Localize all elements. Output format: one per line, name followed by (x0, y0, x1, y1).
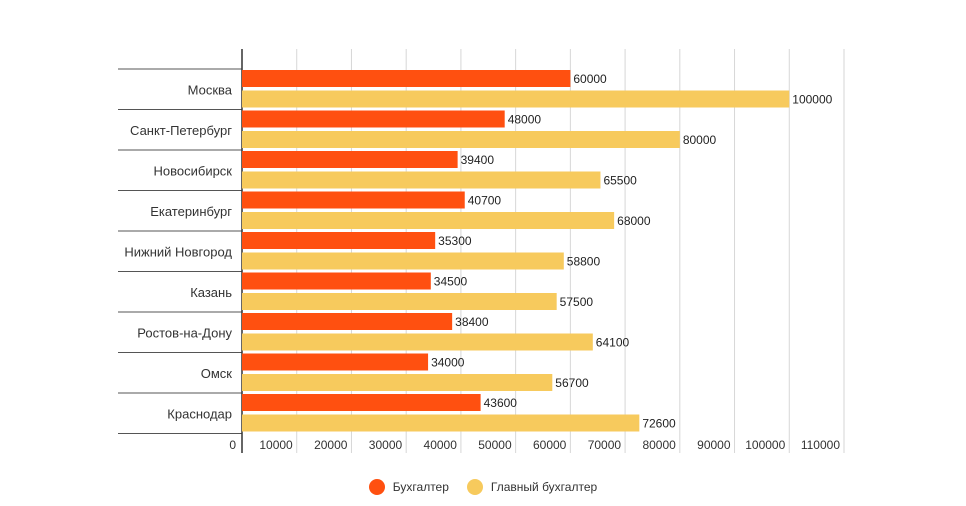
bar-chief-accountant[interactable] (242, 374, 553, 391)
data-label: 43600 (484, 396, 518, 410)
data-label: 35300 (438, 234, 472, 248)
data-label: 58800 (567, 255, 601, 269)
bar-chief-accountant[interactable] (242, 90, 790, 108)
category-label: Новосибирск (154, 163, 233, 178)
data-label: 57500 (560, 295, 594, 309)
bar-accountant[interactable] (242, 394, 481, 411)
x-tick-label: 10000 (259, 438, 293, 452)
data-label: 72600 (642, 417, 676, 431)
bar-chart: Москва60000100000Санкт-Петербург48000800… (118, 49, 845, 453)
category-label: Казань (190, 285, 232, 300)
bar-chief-accountant[interactable] (242, 212, 615, 229)
category-label: Омск (201, 366, 233, 381)
category-label: Ростов-на-Дону (137, 325, 232, 340)
bar-accountant[interactable] (242, 191, 465, 209)
x-tick-label: 0 (229, 438, 236, 452)
bar-accountant[interactable] (242, 232, 436, 249)
bar-chief-accountant[interactable] (242, 293, 557, 310)
data-label: 40700 (468, 194, 502, 208)
legend-swatch-accountant (368, 479, 385, 495)
data-label: 68000 (617, 214, 651, 228)
x-tick-label: 80000 (642, 438, 676, 452)
bar-accountant[interactable] (242, 110, 505, 128)
bar-accountant[interactable] (242, 353, 429, 371)
legend-item-accountant[interactable]: Бухгалтер (368, 479, 449, 495)
x-tick-label: 100000 (745, 438, 785, 452)
bar-chief-accountant[interactable] (242, 171, 601, 189)
legend-swatch-chief-accountant (466, 479, 483, 495)
category-label: Екатеринбург (150, 204, 232, 219)
x-tick-label: 70000 (588, 438, 622, 452)
bar-accountant[interactable] (242, 70, 571, 87)
x-tick-label: 60000 (533, 438, 567, 452)
category-label: Нижний Новгород (124, 244, 232, 259)
x-tick-label: 110000 (801, 438, 840, 452)
bar-chief-accountant[interactable] (242, 333, 593, 351)
data-label: 100000 (792, 93, 832, 107)
bar-accountant[interactable] (242, 151, 458, 168)
data-label: 34500 (434, 275, 468, 289)
legend-label-accountant: Бухгалтер (392, 480, 449, 494)
bar-chief-accountant[interactable] (242, 131, 680, 148)
x-tick-label: 90000 (697, 438, 731, 452)
category-label: Краснодар (167, 406, 232, 421)
legend-item-chief-accountant[interactable]: Главный бухгалтер (466, 479, 598, 495)
data-label: 65500 (603, 174, 637, 188)
bar-chief-accountant[interactable] (242, 252, 564, 270)
data-label: 60000 (573, 72, 607, 86)
legend-label-chief-accountant: Главный бухгалтер (490, 480, 598, 494)
x-tick-label: 40000 (424, 438, 458, 452)
x-tick-label: 30000 (369, 438, 403, 452)
legend: Бухгалтер Главный бухгалтер (0, 476, 966, 498)
data-label: 38400 (455, 315, 489, 329)
bar-accountant[interactable] (242, 313, 453, 330)
data-label: 80000 (683, 133, 717, 147)
data-label: 39400 (461, 153, 495, 167)
data-label: 48000 (508, 113, 542, 127)
data-label: 34000 (431, 356, 465, 370)
category-label: Санкт-Петербург (130, 123, 232, 138)
x-tick-label: 20000 (314, 438, 348, 452)
data-label: 56700 (555, 376, 589, 390)
category-label: Москва (188, 82, 233, 97)
bar-chief-accountant[interactable] (242, 414, 640, 432)
data-label: 64100 (596, 336, 630, 350)
bar-accountant[interactable] (242, 272, 431, 290)
x-tick-label: 50000 (478, 438, 512, 452)
